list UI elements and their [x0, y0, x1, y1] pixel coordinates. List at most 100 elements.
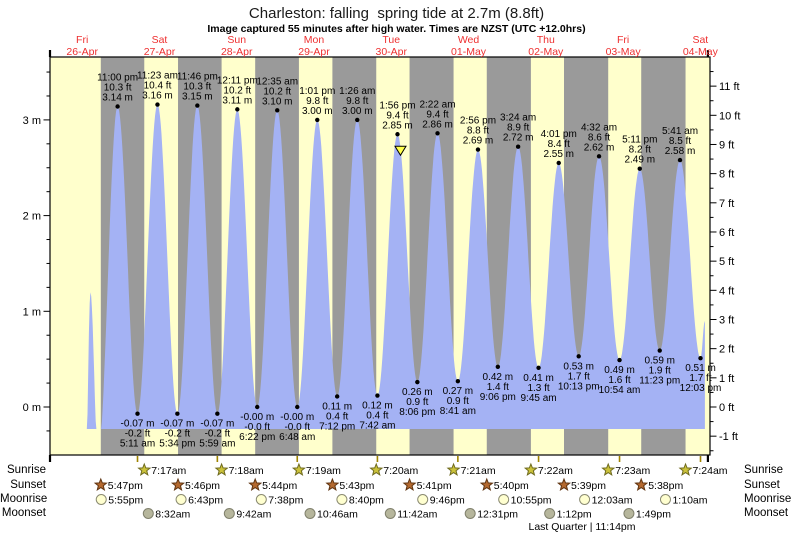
day-of-week-label: Sun [227, 34, 246, 46]
moonset-row-label-left: Moonset [1, 507, 46, 519]
y-axis-left-label: 0 m [23, 402, 41, 414]
low-tide-time: 6:22 pm [239, 432, 275, 443]
high-tide-time: 3:24 am [500, 113, 536, 124]
page-title: Charleston: falling spring tide at 2.7m … [248, 5, 545, 22]
sunset-time: 5:39pm [571, 480, 606, 492]
low-tide-time: 11:23 pm [639, 376, 680, 387]
day-of-week-label: Wed [458, 34, 480, 46]
high-tide-feet: 8.9 ft [507, 123, 529, 134]
low-tide-time: 6:48 am [279, 432, 315, 443]
y-axis-right-label: 11 ft [719, 81, 740, 93]
daily-low-tick [136, 456, 139, 462]
high-tide-time: 5:41 am [662, 126, 698, 137]
low-tide-point [215, 411, 220, 416]
sunrise-icon [137, 462, 152, 476]
moonrise-icon [417, 494, 429, 505]
day-of-week-label: Fri [76, 34, 88, 46]
sunset-row-label-left: Sunset [10, 479, 46, 491]
high-tide-metres: 3.14 m [102, 93, 133, 104]
low-tide-point [536, 365, 541, 370]
high-tide-feet: 10.4 ft [144, 81, 172, 92]
low-tide-metres: 0.49 m [604, 365, 635, 376]
day-of-week-label: Thu [537, 34, 555, 46]
y-axis-right-label: 7 ft [719, 198, 734, 210]
sunrise-time: 7:21am [461, 465, 496, 477]
high-tide-time: 4:32 am [581, 122, 617, 133]
high-tide-point [677, 157, 683, 163]
moonset-time: 8:32am [155, 509, 190, 521]
low-tide-feet: 1.7 ft [568, 371, 590, 382]
high-tide-feet: 8.6 ft [588, 132, 610, 143]
high-tide-time: 2:56 pm [460, 116, 496, 127]
sunrise-time: 7:24am [693, 465, 728, 477]
high-tide-feet: 8.2 ft [629, 145, 651, 156]
high-tide-time: 12:11 pm [217, 75, 258, 86]
sunrise-icon [214, 462, 229, 476]
sunrise-icon [678, 462, 693, 476]
high-tide-point [275, 108, 280, 113]
low-tide-time: 12:03 pm [680, 383, 722, 394]
day-date-label: 02-May [528, 46, 564, 58]
sunset-icon [402, 477, 417, 491]
y-axis-right-label: 9 ft [719, 139, 734, 151]
day-date-label: 27-Apr [144, 46, 176, 58]
sunset-time: 5:38pm [648, 480, 683, 492]
low-tide-metres: 0.53 m [563, 361, 594, 372]
day-of-week-label: Sat [692, 34, 708, 46]
moonset-icon [623, 508, 635, 519]
high-tide-time: 1:56 pm [379, 100, 415, 111]
high-tide-point [435, 131, 440, 136]
high-tide-time: 1:01 pm [299, 86, 335, 97]
low-tide-metres: -0.07 m [160, 419, 194, 430]
high-tide-time: 12:35 am [256, 76, 298, 87]
low-tide-metres: 0.51 m [685, 363, 716, 374]
day-date-label: 04-May [683, 46, 719, 58]
moonset-row-label-right: Moonset [744, 507, 789, 519]
sunset-icon [248, 477, 263, 491]
high-tide-point [475, 147, 481, 152]
low-tide-time: 8:06 pm [399, 407, 435, 418]
low-tide-point [375, 393, 380, 398]
high-tide-metres: 2.85 m [382, 120, 413, 131]
moonrise-icon [579, 494, 591, 505]
low-tide-feet: 0.9 ft [406, 397, 428, 408]
y-axis-left-label: 3 m [23, 115, 41, 127]
low-tide-point [415, 379, 420, 385]
moonrise-time: 7:38pm [268, 495, 303, 507]
high-tide-metres: 2.58 m [665, 146, 696, 157]
moonset-time: 9:42am [236, 509, 271, 521]
high-tide-metres: 3.10 m [262, 96, 293, 107]
y-axis-left-label: 2 m [23, 211, 41, 223]
moonrise-time: 6:43pm [188, 495, 223, 507]
axis-end-tick [48, 50, 52, 57]
daily-low-tick [537, 456, 540, 462]
high-tide-feet: 8.4 ft [548, 139, 570, 150]
sunrise-icon [291, 462, 306, 476]
day-of-week-label: Fri [617, 34, 629, 46]
low-tide-feet: -0.2 ft [125, 429, 151, 440]
moonrise-icon [336, 494, 348, 505]
moonset-time: 1:12pm [557, 509, 592, 521]
day-date-label: 30-Apr [376, 46, 408, 58]
moonrise-icon [255, 494, 267, 505]
day-date-label: 26-Apr [66, 46, 98, 58]
y-axis-right-label: 0 ft [719, 402, 734, 414]
high-tide-feet: 8.8 ft [467, 126, 489, 137]
day-date-label: 01-May [451, 46, 487, 58]
sunset-icon [93, 477, 108, 491]
tide-curve-area [86, 104, 705, 429]
daily-low-tick [699, 456, 702, 462]
sunrise-time: 7:23am [615, 465, 650, 477]
low-tide-time: 7:12 pm [319, 421, 355, 432]
high-tide-point [637, 166, 642, 171]
daily-low-tick [618, 456, 621, 462]
high-tide-time: 11:46 pm [177, 72, 218, 83]
high-tide-point [395, 132, 400, 137]
moonrise-time: 8:40pm [349, 495, 384, 507]
sunrise-time: 7:18am [229, 465, 264, 477]
high-tide-time: 11:23 am [137, 71, 178, 82]
day-date-label: 29-Apr [298, 46, 330, 58]
high-tide-metres: 3.15 m [182, 92, 213, 103]
moonset-icon [304, 508, 316, 519]
